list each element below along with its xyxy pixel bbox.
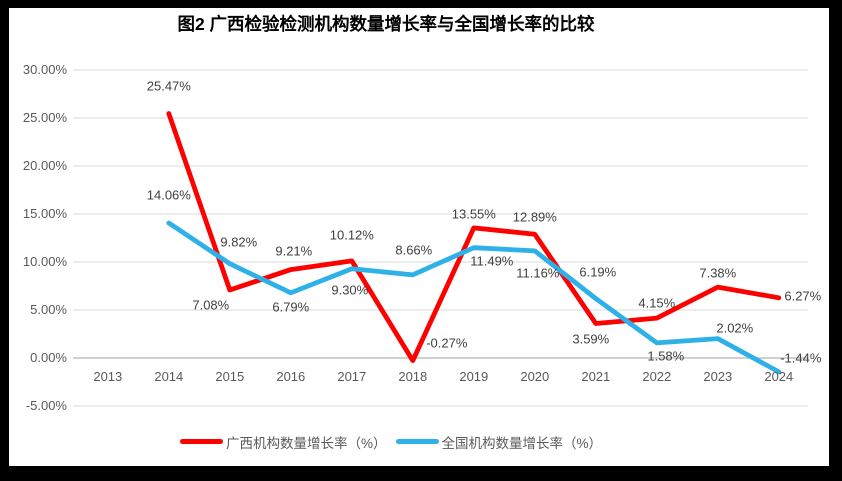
x-tick-label: 2013 xyxy=(93,369,123,384)
legend-label: 全国机构数量增长率（%） xyxy=(441,435,603,451)
y-tick-label: 15.00% xyxy=(22,206,67,221)
legend: 广西机构数量增长率（%） 全国机构数量增长率（%） xyxy=(180,432,602,451)
data-label: -0.27% xyxy=(426,335,468,351)
data-label: 12.89% xyxy=(512,209,557,225)
legend-item: 广西机构数量增长率（%） xyxy=(180,432,387,452)
data-label: 14.06% xyxy=(146,187,191,203)
data-label: 1.58% xyxy=(647,348,685,364)
data-label: 6.79% xyxy=(272,299,310,315)
x-tick-label: 2021 xyxy=(581,369,611,384)
data-label: 6.19% xyxy=(579,264,617,280)
data-label: 11.16% xyxy=(516,265,560,281)
x-tick-label: 2017 xyxy=(337,369,367,384)
y-tick-label: 10.00% xyxy=(22,254,67,269)
x-tick-label: 2020 xyxy=(520,369,550,384)
series-line-1 xyxy=(166,220,782,375)
data-label: 7.38% xyxy=(699,265,737,281)
data-label: 13.55% xyxy=(451,206,496,222)
chart-page: 图2 广西检验检测机构数量增长率与全国增长率的比较 30.00% 25.00% 20… xyxy=(9,8,829,466)
data-label: 10.12% xyxy=(329,227,374,243)
legend-item: 全国机构数量增长率（%） xyxy=(395,432,603,452)
data-label: 3.59% xyxy=(572,331,610,347)
data-label: 9.21% xyxy=(275,243,313,259)
data-label: 7.08% xyxy=(192,297,230,313)
x-tick-label: 2016 xyxy=(276,369,306,384)
data-label: 8.66% xyxy=(395,242,433,258)
data-label: 11.49% xyxy=(470,253,514,269)
data-label: 25.47% xyxy=(146,78,191,94)
legend-line-swatch-icon xyxy=(395,439,439,444)
series-line-0 xyxy=(166,111,782,363)
x-tick-label: 2015 xyxy=(215,369,245,384)
data-label: 9.30% xyxy=(331,282,369,298)
legend-label: 广西机构数量增长率（%） xyxy=(226,435,387,451)
x-tick-label: 2024 xyxy=(764,369,794,384)
data-label: 4.15% xyxy=(638,295,676,311)
x-tick-label: 2019 xyxy=(459,369,489,384)
y-tick-label: 20.00% xyxy=(22,158,67,173)
y-tick-label: 30.00% xyxy=(22,62,67,77)
y-tick-label: 0.00% xyxy=(30,350,67,365)
data-label: 6.27% xyxy=(784,288,822,304)
x-tick-label: 2018 xyxy=(398,369,428,384)
chart-title: 图2 广西检验检测机构数量增长率与全国增长率的比较 xyxy=(177,14,595,34)
x-tick-label: 2014 xyxy=(154,369,184,384)
x-tick-label: 2023 xyxy=(703,369,733,384)
plot-canvas xyxy=(73,69,808,407)
y-tick-label: -5.00% xyxy=(25,398,67,413)
data-label: 9.82% xyxy=(220,234,258,250)
y-tick-label: 25.00% xyxy=(22,110,67,125)
data-label: 2.02% xyxy=(716,320,754,336)
y-tick-label: 5.00% xyxy=(30,302,67,317)
x-tick-label: 2022 xyxy=(642,369,672,384)
data-label: -1.44% xyxy=(780,350,822,366)
legend-line-swatch-icon xyxy=(180,439,223,444)
